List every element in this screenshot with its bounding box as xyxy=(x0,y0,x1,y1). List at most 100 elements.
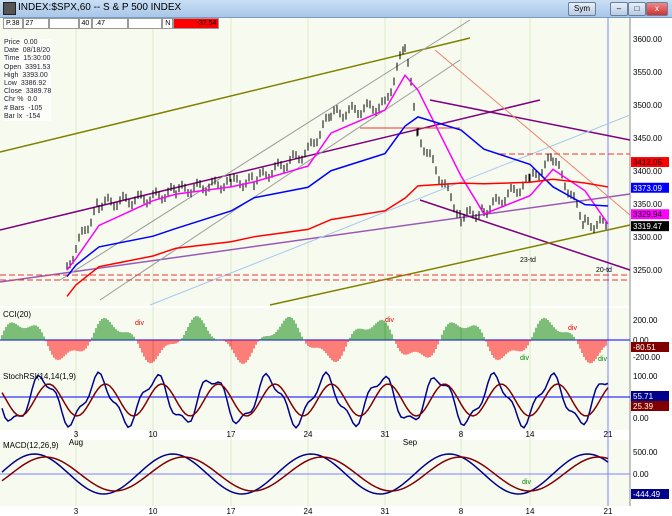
channel-line xyxy=(0,193,631,283)
y-tick-label: 500.00 xyxy=(633,448,658,457)
stoch-title: StochRSI(14,14(1,9) xyxy=(3,372,76,381)
stoch-panel xyxy=(0,370,630,430)
stoch-slow-value: 25.39 xyxy=(633,402,654,411)
stoch-fast-line xyxy=(1,371,609,429)
info-row: Time 15:30:00 xyxy=(4,55,51,63)
trendline xyxy=(269,224,631,306)
ma-long-value-bg xyxy=(631,157,669,168)
toolbar-cell[interactable]: 40 xyxy=(78,18,93,29)
ma-short-line xyxy=(66,74,609,271)
macd-value: -444.49 xyxy=(633,490,661,499)
stoch-slow-value-bg xyxy=(631,401,669,411)
y-tick-label: -200.00 xyxy=(633,353,661,362)
annotation: 20-td xyxy=(596,267,612,274)
cci-panel xyxy=(0,308,630,370)
info-row: Price 0.00 xyxy=(4,39,51,47)
ma-short-value: 3329.94 xyxy=(633,210,662,219)
info-row: Low 3386.92 xyxy=(4,80,51,88)
y-tick-label: 3350.00 xyxy=(633,200,662,209)
info-value: 15:30:00 xyxy=(23,55,51,63)
info-value: -105 xyxy=(28,104,43,112)
trendline xyxy=(99,59,461,301)
info-value: -154 xyxy=(26,112,41,120)
info-row: Bar Ix -154 xyxy=(4,113,51,121)
info-value: 08/18/20 xyxy=(22,47,51,55)
info-label: Price xyxy=(4,39,20,46)
ma-long-line xyxy=(66,178,609,297)
x-tick-label: 24 xyxy=(304,507,313,516)
toolbar-cell[interactable]: P.38 xyxy=(3,18,23,29)
annotation: 23-td xyxy=(520,257,536,264)
stoch-fast-value-bg xyxy=(631,391,669,401)
month-label: Aug xyxy=(69,438,83,447)
macd-value-bg xyxy=(631,489,669,499)
trendline xyxy=(0,37,471,153)
close-button[interactable]: x xyxy=(646,2,668,16)
sym-button[interactable]: Sym xyxy=(568,2,596,16)
y-tick-label: 0.00 xyxy=(633,470,649,479)
minimize-button[interactable]: – xyxy=(610,2,628,16)
info-label: Close xyxy=(4,88,22,96)
app-icon xyxy=(3,2,16,15)
stoch-fast-value: 55.71 xyxy=(633,392,654,401)
div-label: div xyxy=(135,320,144,327)
toolbar-cell[interactable]: .47 xyxy=(92,18,129,29)
change-badge: -37.54 xyxy=(173,18,220,29)
channel-line xyxy=(419,199,631,271)
info-label: Low xyxy=(4,80,17,88)
month-label: Sep xyxy=(403,438,418,447)
x-tick-label: 8 xyxy=(459,430,464,439)
info-row: # Bars -105 xyxy=(4,105,51,113)
info-row: Chr % 0.0 xyxy=(4,96,51,104)
x-tick-label: 21 xyxy=(604,430,613,439)
x-tick-label: 14 xyxy=(526,507,535,516)
channel-line xyxy=(0,99,541,231)
y-tick-label: 3400.00 xyxy=(633,167,662,176)
toolbar-cell[interactable]: 27 xyxy=(22,18,49,29)
y-tick-label: 0.00 xyxy=(633,414,649,423)
toolbar-cell[interactable]: N xyxy=(162,18,174,29)
x-tick-label: 10 xyxy=(149,430,158,439)
info-row: Close 3389.78 xyxy=(4,88,51,96)
div-label: div xyxy=(598,356,607,363)
toolbar: P.38 27 40 .47 N -37.54 xyxy=(3,18,220,29)
y-tick-label: 3300.00 xyxy=(633,233,662,242)
macd-title: MACD(12,26,9) xyxy=(3,441,59,450)
y-tick-label: 3600.00 xyxy=(633,35,662,44)
macd-line xyxy=(1,453,609,495)
x-tick-label: 3 xyxy=(74,430,79,439)
window-title: INDEX:$SPX,60 -- S & P 500 INDEX xyxy=(18,2,182,13)
info-value: 0.00 xyxy=(23,39,38,46)
x-tick-label: 17 xyxy=(227,430,236,439)
y-tick-label: 3500.00 xyxy=(633,101,662,110)
price-panel xyxy=(0,17,630,306)
toolbar-cell[interactable] xyxy=(128,18,163,29)
info-row: Date 08/18/20 xyxy=(4,47,51,55)
y-tick-label: 0.00 xyxy=(633,336,649,345)
info-panel: Price 0.00 Date 08/18/20 Time 15:30:00 Open 339… xyxy=(4,39,52,122)
cci-title: CCI(20) xyxy=(3,310,31,319)
last-price-value-bg xyxy=(631,221,669,232)
div-label: div xyxy=(568,325,577,332)
ma-short-value-bg xyxy=(631,209,669,220)
info-label: Date xyxy=(4,47,19,55)
maximize-button[interactable]: □ xyxy=(628,2,646,16)
div-label: div xyxy=(385,317,394,324)
channel-line xyxy=(429,99,631,141)
info-value: 3389.78 xyxy=(25,88,52,96)
stoch-slow-line xyxy=(1,383,609,417)
div-label: div xyxy=(522,479,531,486)
toolbar-cell[interactable] xyxy=(48,18,79,29)
info-row: High 3393.00 xyxy=(4,72,51,80)
div-label: div xyxy=(520,355,529,362)
y-tick-label: 200.00 xyxy=(633,316,658,325)
info-value: 3393.00 xyxy=(22,71,48,79)
x-tick-label: 31 xyxy=(381,430,390,439)
ma-long-value: 3412.05 xyxy=(633,158,662,167)
last-price-value: 3319.47 xyxy=(633,222,662,231)
cci-value: -80.51 xyxy=(633,343,656,352)
cci-value-bg xyxy=(631,342,669,352)
info-label: High xyxy=(4,71,19,79)
info-value: 3391.53 xyxy=(25,63,51,71)
y-tick-label: 3550.00 xyxy=(633,68,662,77)
